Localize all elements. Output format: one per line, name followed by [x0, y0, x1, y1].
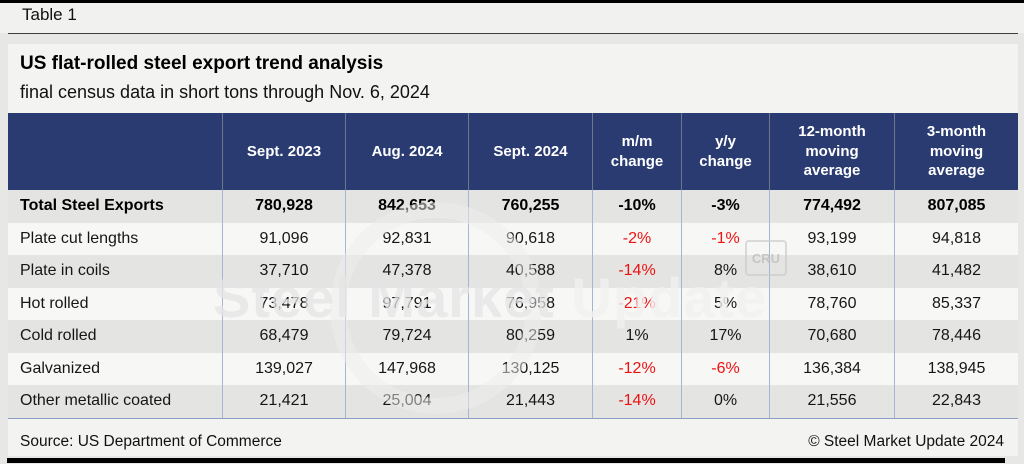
column-header: 12-month moving average	[769, 113, 894, 190]
value-cell-negative: -1%	[681, 222, 769, 255]
value-cell: 780,928	[222, 190, 345, 223]
page-title: US flat-rolled steel export trend analys…	[20, 53, 384, 74]
value-cell: 760,255	[468, 190, 592, 223]
value-cell: 90,618	[468, 222, 592, 255]
value-cell: 93,199	[769, 222, 894, 255]
column-header: Aug. 2024	[345, 113, 468, 190]
value-cell: 22,843	[894, 385, 1018, 418]
value-cell: 37,710	[222, 255, 345, 288]
value-cell: 807,085	[894, 190, 1018, 223]
tab-label: Table 1	[22, 5, 77, 24]
table-row: Galvanized 139,027 147,968 130,125 -12% -6% 13…	[8, 352, 1018, 385]
value-cell: 21,556	[769, 385, 894, 418]
row-label: Other metallic coated	[20, 392, 172, 410]
row-label: Hot rolled	[20, 294, 89, 312]
content-panel: US flat-rolled steel export trend analys…	[8, 44, 1018, 456]
value-cell: 78,446	[894, 320, 1018, 353]
copyright-note: © Steel Market Update 2024	[808, 433, 1004, 450]
value-cell: 147,968	[345, 352, 468, 385]
row-label: Plate in coils	[20, 262, 110, 280]
value-cell-negative: -14%	[592, 385, 681, 418]
value-cell: 25,004	[345, 385, 468, 418]
table-row: Plate cut lengths 91,096 92,831 90,618 -2% -1…	[8, 222, 1018, 255]
value-cell: 41,482	[894, 255, 1018, 288]
value-cell: 92,831	[345, 222, 468, 255]
value-cell: 68,479	[222, 320, 345, 353]
value-cell: 76,958	[468, 287, 592, 320]
value-cell: 97,791	[345, 287, 468, 320]
value-cell: 40,588	[468, 255, 592, 288]
value-cell: 842,653	[345, 190, 468, 223]
value-cell: 70,680	[769, 320, 894, 353]
value-cell: 1%	[592, 320, 681, 353]
value-cell-negative: -14%	[592, 255, 681, 288]
column-header: Sept. 2023	[222, 113, 345, 190]
tab-band	[0, 3, 1024, 33]
value-cell-negative: -6%	[681, 352, 769, 385]
column-header: m/m change	[592, 113, 681, 190]
value-cell-negative: -2%	[592, 222, 681, 255]
column-header	[8, 113, 222, 190]
value-cell-negative: -21%	[592, 287, 681, 320]
value-cell: 79,724	[345, 320, 468, 353]
table-row: Total Steel Exports 780,928 842,653 760,255…	[8, 190, 1018, 223]
value-cell-negative: -12%	[592, 352, 681, 385]
value-cell: 136,384	[769, 352, 894, 385]
row-label: Total Steel Exports	[20, 197, 164, 215]
data-table: Sept. 2023 Aug. 2024 Sept. 2024 m/m change y…	[8, 113, 1018, 419]
table-row: Plate in coils 37,710 47,378 40,588 -14% 8% 38…	[8, 255, 1018, 288]
table-row: Hot rolled 73,478 97,791 76,958 -21% 5% 78,760…	[8, 287, 1018, 320]
table-body: Total Steel Exports 780,928 842,653 760,255…	[8, 190, 1018, 418]
row-label: Plate cut lengths	[20, 229, 139, 247]
source-note: Source: US Department of Commerce	[20, 433, 282, 450]
value-cell: 38,610	[769, 255, 894, 288]
value-cell: 78,760	[769, 287, 894, 320]
column-header: Sept. 2024	[468, 113, 592, 190]
value-cell: 21,443	[468, 385, 592, 418]
table-row: Cold rolled 68,479 79,724 80,259 1% 17% 70,680…	[8, 320, 1018, 353]
value-cell: 774,492	[769, 190, 894, 223]
value-cell: 0%	[681, 385, 769, 418]
page-subtitle: final census data in short tons through …	[20, 82, 430, 102]
value-cell: 130,125	[468, 352, 592, 385]
value-cell: 73,478	[222, 287, 345, 320]
value-cell-negative: -3%	[681, 190, 769, 223]
value-cell-negative: -10%	[592, 190, 681, 223]
value-cell: 91,096	[222, 222, 345, 255]
row-label: Cold rolled	[20, 327, 97, 345]
divider-rule	[8, 33, 1018, 34]
value-cell: 21,421	[222, 385, 345, 418]
column-header: 3-month moving average	[894, 113, 1018, 190]
value-cell: 139,027	[222, 352, 345, 385]
footer: Source: US Department of Commerce © Stee…	[20, 433, 1004, 451]
value-cell: 85,337	[894, 287, 1018, 320]
value-cell: 5%	[681, 287, 769, 320]
value-cell: 8%	[681, 255, 769, 288]
value-cell: 17%	[681, 320, 769, 353]
bottom-black-bar	[7, 458, 1005, 463]
value-cell: 94,818	[894, 222, 1018, 255]
table-row: Other metallic coated 21,421 25,004 21,443-…	[8, 385, 1018, 418]
value-cell: 47,378	[345, 255, 468, 288]
table-header-row: Sept. 2023 Aug. 2024 Sept. 2024 m/m change y…	[8, 113, 1018, 190]
row-label: Galvanized	[20, 359, 101, 377]
value-cell: 138,945	[894, 352, 1018, 385]
top-black-bar	[0, 0, 1024, 3]
value-cell: 80,259	[468, 320, 592, 353]
column-header: y/y change	[681, 113, 769, 190]
